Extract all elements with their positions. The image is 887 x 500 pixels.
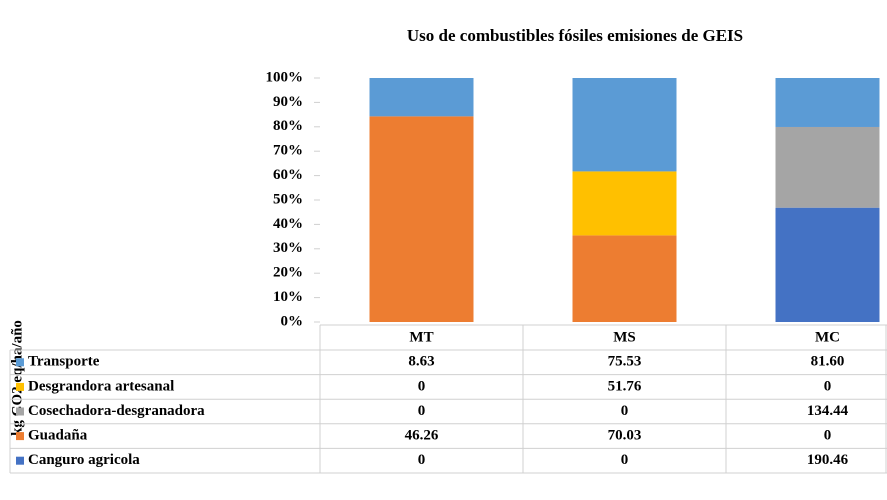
legend-label: Transporte	[28, 354, 100, 370]
legend-label: Canguro agricola	[28, 452, 140, 468]
bar-segment	[775, 207, 880, 322]
legend-label: Cosechadora-desgranadora	[28, 403, 205, 419]
table-value: 0	[824, 428, 832, 444]
y-tick-label: 40%	[273, 216, 303, 232]
y-tick-label: 50%	[273, 191, 303, 207]
legend-label: Guadaña	[28, 428, 88, 444]
bar-segment	[369, 116, 474, 322]
table-value: 8.63	[408, 354, 434, 370]
table-value: 46.26	[405, 428, 439, 444]
table-value: 0	[418, 378, 426, 394]
legend-key	[16, 456, 24, 465]
y-tick-label: 60%	[273, 167, 303, 183]
x-tick-label: MC	[815, 329, 840, 345]
bar-segment	[572, 171, 677, 236]
chart-title: Uso de combustibles fósiles emisiones de…	[407, 26, 743, 45]
table-value: 0	[824, 378, 832, 394]
table-value: 0	[418, 452, 426, 468]
legend-label: Desgrandora artesanal	[28, 378, 174, 394]
bar-segment	[775, 126, 880, 208]
bar-segment	[369, 78, 474, 117]
legend-key	[16, 358, 24, 367]
table-value: 81.60	[811, 354, 845, 370]
y-tick-label: 90%	[273, 94, 303, 110]
legend-key	[16, 432, 24, 441]
x-tick-label: MS	[613, 329, 636, 345]
x-tick-label: MT	[409, 329, 433, 345]
table-value: 190.46	[807, 452, 849, 468]
table-value: 70.03	[608, 428, 642, 444]
y-tick-label: 100%	[266, 69, 304, 85]
table-value: 75.53	[608, 354, 642, 370]
y-tick-label: 30%	[273, 240, 303, 256]
y-tick-label: 70%	[273, 143, 303, 159]
table-value: 0	[418, 403, 426, 419]
y-tick-label: 80%	[273, 118, 303, 134]
bar-segment	[572, 235, 677, 322]
legend-key	[16, 382, 24, 391]
legend-key	[16, 407, 24, 416]
bar-segment	[572, 78, 677, 172]
y-tick-label: 10%	[273, 289, 303, 305]
y-tick-label: 0%	[281, 313, 304, 329]
y-axis-title: kg CO2 eq/ha/año	[9, 320, 25, 436]
table-value: 134.44	[807, 403, 849, 419]
table-value: 0	[621, 403, 629, 419]
y-tick-label: 20%	[273, 265, 303, 281]
table-value: 0	[621, 452, 629, 468]
table-value: 51.76	[608, 378, 642, 394]
bar-segment	[775, 78, 880, 127]
